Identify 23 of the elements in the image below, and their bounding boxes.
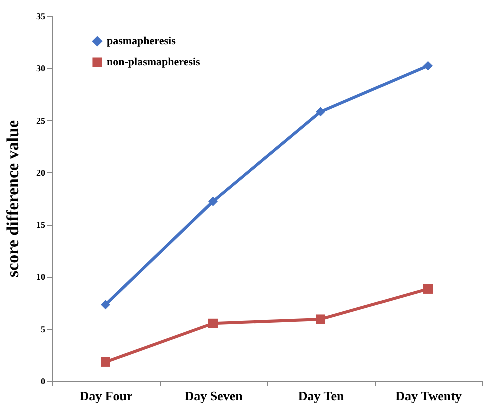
point <box>101 300 110 310</box>
y-tick-label: 10 <box>36 272 46 282</box>
point <box>316 314 326 324</box>
y-tick-label: 30 <box>36 64 46 74</box>
x-tick-label: Day Ten <box>298 388 345 404</box>
y-tick-label: 5 <box>41 324 46 334</box>
y-tick-label: 0 <box>41 376 46 386</box>
point <box>208 318 218 328</box>
x-tick-label: Day Twenty <box>396 388 462 404</box>
point <box>208 196 218 206</box>
point <box>424 61 433 71</box>
y-tick-label: 35 <box>36 12 46 22</box>
point <box>101 357 110 367</box>
point <box>424 284 433 294</box>
point <box>316 107 326 117</box>
legend-label: non-plasmapheresis <box>107 56 202 68</box>
x-tick-label: Day Seven <box>184 388 244 404</box>
y-tick-label: 15 <box>36 220 46 230</box>
legend-label: pasmapheresis <box>107 36 177 48</box>
y-tick-label: 25 <box>36 116 46 126</box>
y-axis-title: score difference value <box>4 120 22 278</box>
y-tick-label: 20 <box>36 168 46 178</box>
x-tick-label: Day Four <box>80 388 134 404</box>
